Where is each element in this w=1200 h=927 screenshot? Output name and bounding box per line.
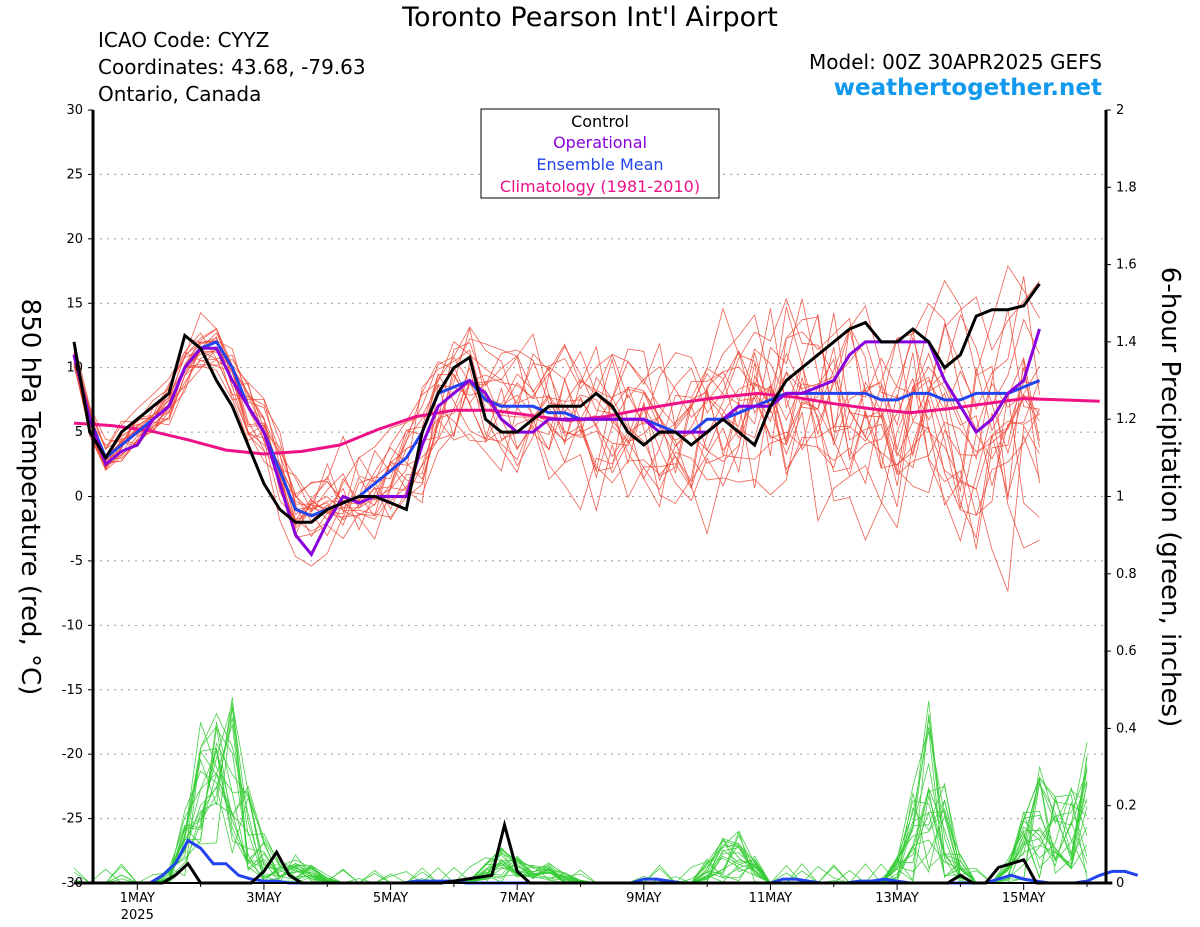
y-tick-label-right: 0.4 xyxy=(1116,721,1137,736)
coordinates: Coordinates: 43.68, -79.63 xyxy=(98,55,366,79)
series-lines xyxy=(72,283,1139,885)
temp-member-line xyxy=(73,326,1040,567)
y-tick-label-left: 30 xyxy=(66,103,83,118)
model-run: Model: 00Z 30APR2025 GEFS xyxy=(809,50,1102,74)
x-tick-label: 5MAY xyxy=(373,891,408,906)
y-tick-label-right: 1.4 xyxy=(1116,335,1137,350)
legend-box xyxy=(480,108,720,199)
x-tick-label: 3MAY xyxy=(246,891,281,906)
y-tick-label-left: -20 xyxy=(62,747,83,762)
chart-title: Toronto Pearson Int'l Airport xyxy=(402,2,778,33)
grid-lines xyxy=(93,173,1106,820)
x-tick-sublabel: 2025 xyxy=(121,908,154,923)
x-tick-label: 11MAY xyxy=(749,891,793,906)
y-tick-label-right: 0.2 xyxy=(1116,799,1137,814)
axes: -30-25-20-15-10-505101520253000.20.40.60… xyxy=(62,103,1137,923)
temp-member-lines xyxy=(73,264,1040,592)
y-tick-label-right: 0.8 xyxy=(1116,567,1137,582)
y-tick-label-right: 1.2 xyxy=(1116,412,1137,427)
y-tick-label-right: 1.8 xyxy=(1116,180,1137,195)
legend-climatology: Climatology (1981-2010) xyxy=(500,177,700,196)
temp-member-line xyxy=(73,329,1040,518)
y-tick-label-left: 0 xyxy=(75,490,83,505)
temp-member-line xyxy=(73,313,1040,512)
x-tick-label: 1MAY xyxy=(120,891,155,906)
y-tick-label-right: 0.6 xyxy=(1116,644,1137,659)
precip-ensemble-mean-line xyxy=(74,838,1139,885)
temp-member-line xyxy=(73,280,1040,530)
precip-member-line xyxy=(73,742,1088,884)
y-tick-label-left: 25 xyxy=(66,167,83,182)
x-tick-label: 7MAY xyxy=(500,891,535,906)
ensemble-mean-line xyxy=(72,340,1041,518)
control-line xyxy=(72,283,1041,524)
legend-operational: Operational xyxy=(553,133,647,152)
temp-member-line xyxy=(73,308,1040,512)
temp-member-line xyxy=(73,317,1040,536)
temp-member-line xyxy=(73,298,1040,521)
x-tick-label: 13MAY xyxy=(875,891,919,906)
precip-member-line xyxy=(74,791,1088,884)
y-tick-label-left: 5 xyxy=(75,425,83,440)
legend-control: Control xyxy=(571,112,629,131)
region: Ontario, Canada xyxy=(98,82,262,106)
x-tick-label: 9MAY xyxy=(626,891,661,906)
y-tick-label-left: 10 xyxy=(66,361,83,376)
operational-line xyxy=(72,328,1041,558)
y-tick-label-left: -15 xyxy=(62,683,83,698)
y-tick-label-right: 0 xyxy=(1116,876,1124,891)
y-tick-label-left: -25 xyxy=(62,812,83,827)
y-tick-label-right: 1.6 xyxy=(1116,258,1137,273)
y-tick-label-right: 1 xyxy=(1116,490,1124,505)
y-tick-label-left: -10 xyxy=(62,618,83,633)
legend: Control Operational Ensemble Mean Climat… xyxy=(480,108,720,199)
precip-member-lines xyxy=(73,696,1088,884)
legend-ensemble-mean: Ensemble Mean xyxy=(536,155,663,174)
precip-member-line xyxy=(74,703,1088,884)
y-tick-label-left: 15 xyxy=(66,296,83,311)
y-tick-label-right: 2 xyxy=(1116,103,1124,118)
y-tick-label-left: 20 xyxy=(66,232,83,247)
icao-code: ICAO Code: CYYZ xyxy=(98,28,270,52)
x-tick-label: 15MAY xyxy=(1002,891,1046,906)
site-link[interactable]: weathertogether.net xyxy=(833,75,1102,101)
precip-member-line xyxy=(74,727,1088,884)
y-tick-label-left: -30 xyxy=(62,876,83,891)
temp-member-line xyxy=(73,298,1040,532)
y-tick-label-left: -5 xyxy=(70,554,83,569)
